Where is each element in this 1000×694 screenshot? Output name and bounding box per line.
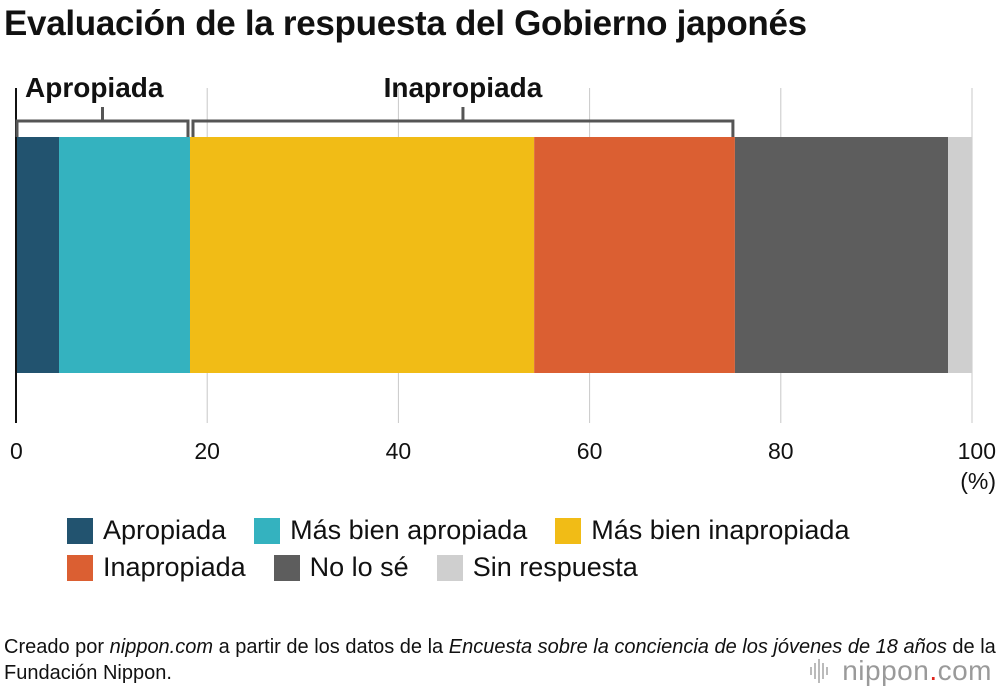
logo-bars-icon: [810, 659, 829, 683]
legend-label: No lo sé: [309, 552, 409, 582]
group-label: Apropiada: [25, 72, 164, 103]
x-tick-label: 40: [386, 438, 412, 464]
source-text: a partir de los datos de la: [213, 636, 449, 658]
x-tick-label: 100: [958, 438, 996, 464]
source-survey-title: Encuesta sobre la conciencia de los jóve…: [448, 636, 947, 658]
stacked-bar-chart: 0 20 40 60 80 100 (%) Apropiada Inapropiada: [10, 72, 996, 494]
bar-segment: [534, 137, 735, 373]
group-bracket: [15, 107, 190, 137]
legend-row: Inapropiada No lo sé Sin respuesta: [67, 549, 987, 586]
logo-text: nippon.com: [842, 655, 992, 687]
legend-item-mas-bien-apropiada: Más bien apropiada: [254, 515, 527, 546]
legend-item-sin-respuesta: Sin respuesta: [436, 552, 638, 583]
legend-label: Apropiada: [103, 515, 227, 545]
source-note: Creado por nippon.com a partir de los da…: [4, 634, 1000, 686]
x-axis-unit: (%): [960, 468, 996, 494]
nippon-logo: nippon.com: [810, 655, 992, 687]
bar-segment: [16, 137, 60, 373]
bar-segment: [948, 137, 972, 373]
legend-swatch: [67, 554, 93, 581]
legend-swatch: [254, 517, 281, 544]
x-tick-label: 0: [10, 438, 23, 464]
logo-name: nippon: [842, 655, 930, 686]
bar-segment: [59, 137, 190, 373]
legend-swatch: [273, 554, 300, 581]
legend-swatch: [555, 517, 582, 544]
x-tick-label: 60: [577, 438, 603, 464]
legend: Apropiada Más bien apropiada Más bien in…: [67, 512, 987, 586]
source-site: nippon.com: [109, 636, 214, 658]
legend-label: Inapropiada: [103, 552, 246, 582]
legend-item-no-lo-se: No lo sé: [273, 552, 409, 583]
legend-label: Más bien inapropiada: [591, 515, 850, 545]
logo-dot: .: [929, 655, 938, 686]
legend-label: Más bien apropiada: [290, 515, 528, 545]
legend-item-inapropiada: Inapropiada: [67, 552, 246, 583]
bar-segment: [189, 137, 535, 373]
source-text: de la Fundación Nippon.: [4, 636, 996, 684]
chart-title: Evaluación de la respuesta del Gobierno …: [4, 4, 807, 43]
legend-item-mas-bien-inapropiada: Más bien inapropiada: [555, 515, 849, 546]
group-bracket: [191, 107, 735, 137]
legend-swatch: [436, 554, 463, 581]
legend-item-apropiada: Apropiada: [67, 515, 226, 546]
x-tick-label: 20: [194, 438, 220, 464]
x-tick-label: 80: [768, 438, 794, 464]
bar-segment: [734, 137, 949, 373]
source-text: Creado por: [4, 636, 110, 658]
legend-label: Sin respuesta: [472, 552, 638, 582]
logo-suffix: com: [937, 655, 992, 686]
group-label: Inapropiada: [384, 72, 543, 103]
legend-swatch: [67, 517, 93, 544]
legend-row: Apropiada Más bien apropiada Más bien in…: [67, 512, 987, 549]
